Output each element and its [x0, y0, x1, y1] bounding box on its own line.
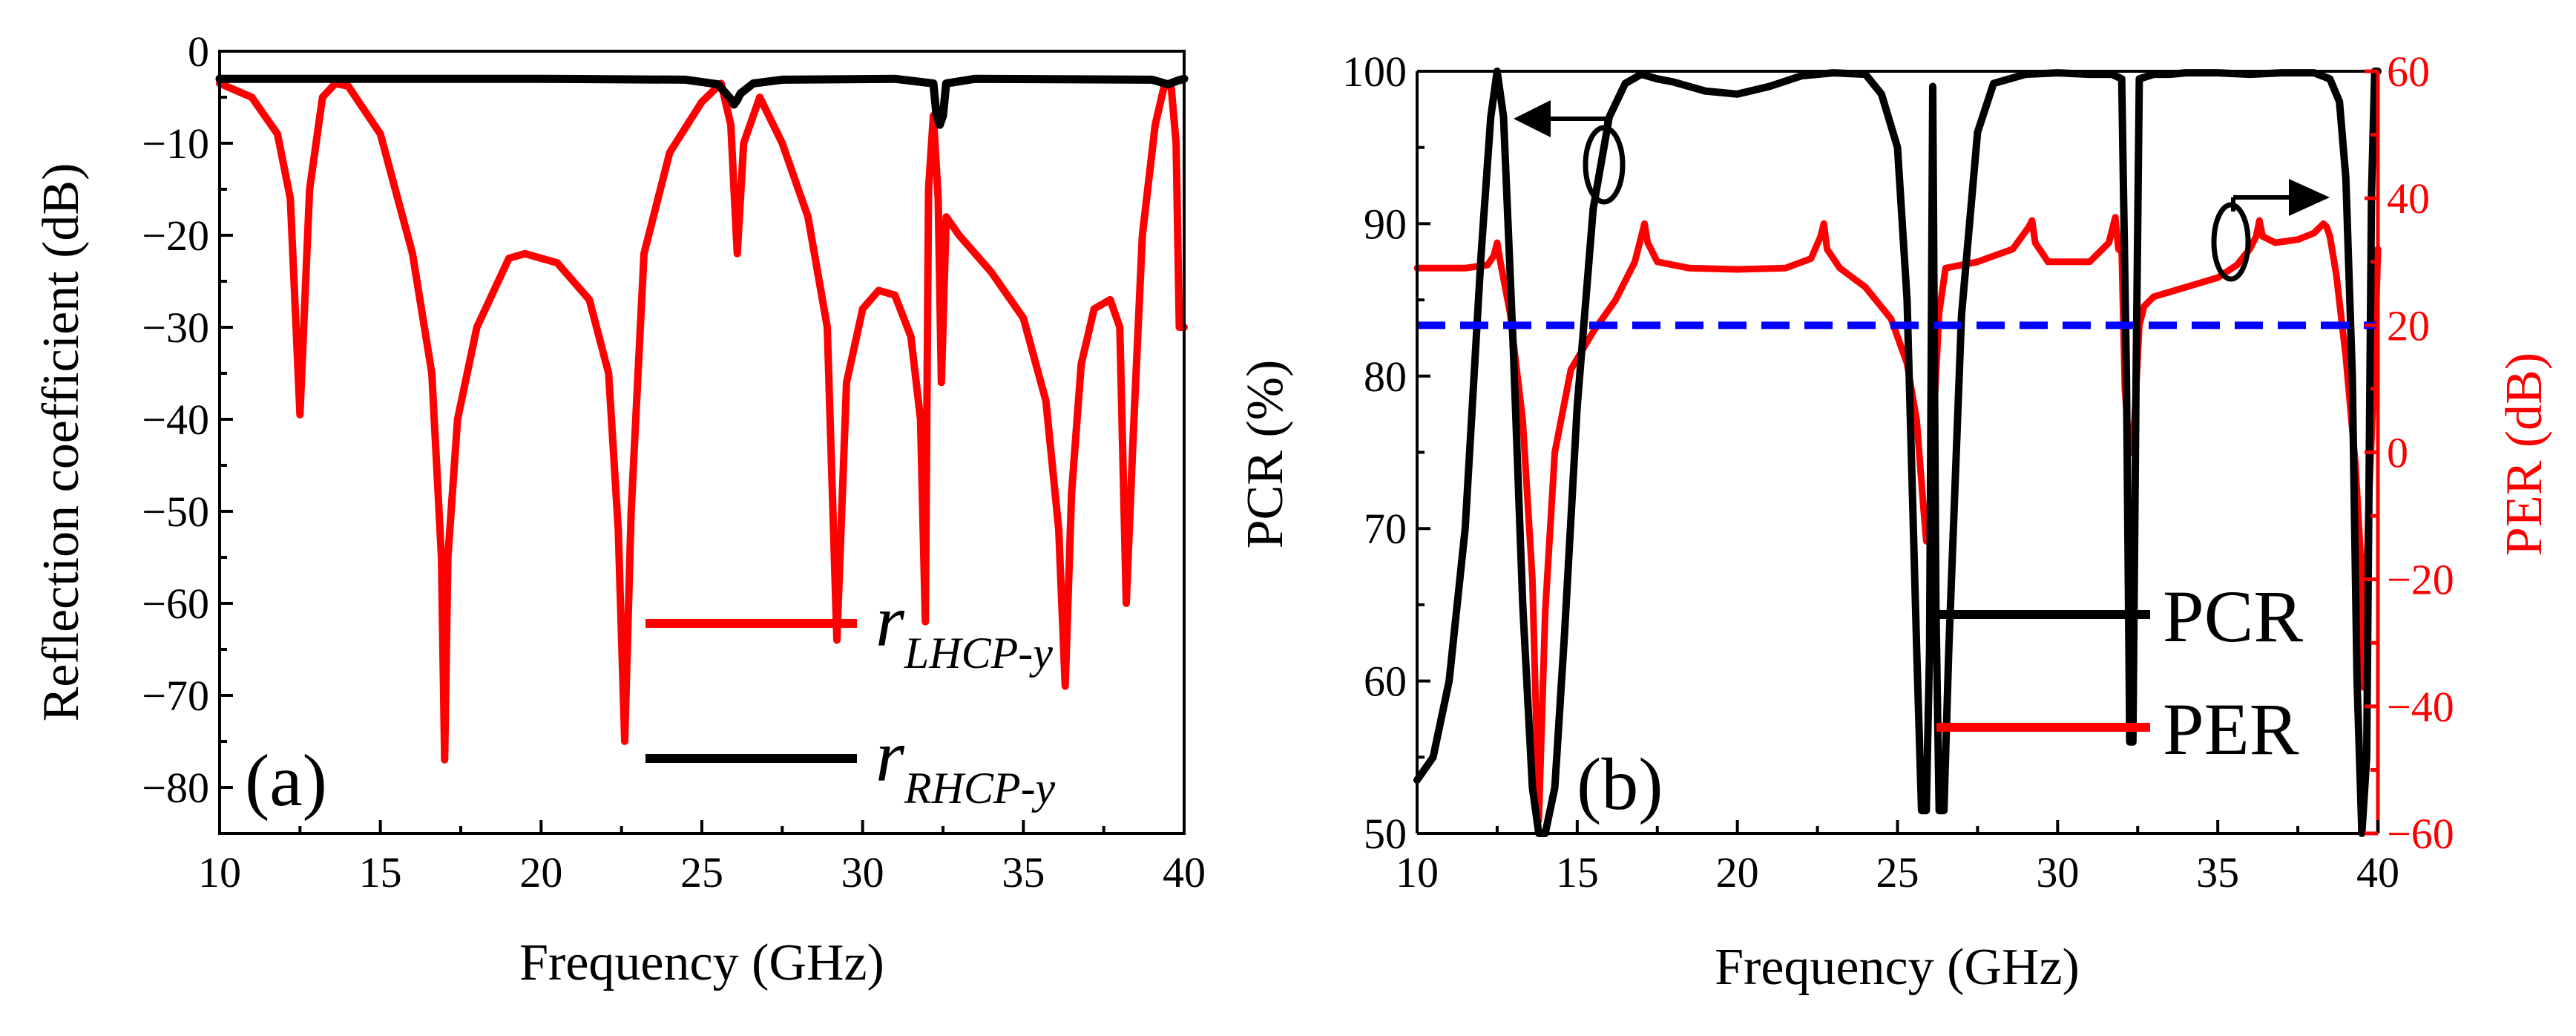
y2-tick-label: 20 — [2387, 301, 2430, 350]
y2-tick-label: 60 — [2387, 47, 2430, 96]
annotation-per-axis-arrow — [2211, 179, 2330, 282]
x-tick-label: 10 — [198, 848, 241, 896]
annotation-pcr-axis-arrow — [1514, 100, 1626, 205]
x-tick-label: 25 — [1876, 848, 1919, 896]
panel-a-y-axis-title: Reflection coefficient (dB) — [33, 163, 90, 722]
panel-b-x-axis-title: Frequency (GHz) — [1715, 939, 2080, 996]
panel-b-legend: PCR PER — [1936, 575, 2303, 770]
y-tick-label: −30 — [142, 304, 209, 352]
x-tick-label: 35 — [1002, 848, 1045, 896]
panel-a-plot-frame — [218, 50, 1186, 835]
series-line-r-lhcp-y — [216, 79, 1188, 764]
y-tick-label: 70 — [1364, 505, 1407, 553]
x-tick-label: 30 — [841, 848, 884, 896]
y2-tick-label: −60 — [2387, 810, 2454, 858]
x-tick-label: 10 — [1396, 848, 1439, 896]
panel-b-y-axis-title: PCR (%) — [1237, 360, 1294, 549]
panel-b-y2-axis-title: PER (dB) — [2496, 353, 2553, 556]
x-tick-label: 40 — [1163, 848, 1206, 896]
y-tick-label: −50 — [142, 488, 209, 536]
legend-label-lhcp: rLHCP-y — [875, 580, 1053, 678]
x-tick-label: 15 — [1556, 848, 1599, 896]
y2-tick-label: 0 — [2387, 429, 2408, 477]
x-tick-label: 20 — [519, 848, 562, 896]
y-tick-label: −20 — [142, 212, 209, 260]
y-tick-label: 100 — [1342, 47, 1407, 96]
x-tick-label: 35 — [2196, 848, 2239, 896]
panel-a-x-axis-title: Frequency (GHz) — [519, 934, 884, 991]
y-tick-label: 60 — [1364, 658, 1407, 706]
panel-a-reflection-chart: 10 15 20 25 30 35 400−10−20−30−40−50−60−70−80 … — [33, 27, 1206, 991]
y2-tick-label: −40 — [2387, 683, 2454, 731]
y-tick-label: −10 — [142, 119, 209, 168]
y-tick-label: 80 — [1364, 353, 1407, 401]
y-tick-label: −80 — [142, 764, 209, 812]
y-tick-label: −40 — [142, 396, 209, 444]
y2-tick-label: −20 — [2387, 556, 2454, 604]
panel-a-ticks: 10 15 20 25 30 35 40 0 −10 −20 −30 −40 −50 −60 −70 −80 — [142, 27, 1206, 896]
x-tick-label: 15 — [359, 848, 402, 896]
x-tick-label: 30 — [2036, 848, 2079, 896]
panel-a-legend: rLHCP-y rRHCP-y — [645, 580, 1056, 813]
y-tick-label: −60 — [142, 580, 209, 628]
legend-label-rhcp: rRHCP-y — [875, 715, 1056, 813]
y-tick-label: 90 — [1364, 200, 1407, 248]
y-tick-label: 0 — [188, 27, 209, 76]
y-tick-label: 50 — [1364, 810, 1407, 858]
x-tick-label: 25 — [680, 848, 723, 896]
x-tick-label: 20 — [1716, 848, 1759, 896]
y-tick-label: −70 — [142, 672, 209, 720]
panel-b-pcr-per-chart: 10 15 20 25 30 35 40 50 60 70 80 90 100 60 40 20 0 −20 −40… — [1237, 47, 2553, 996]
panel-b-label: (b) — [1577, 743, 1663, 825]
panel-b-ticks: 10 15 20 25 30 35 40 50 60 70 80 90 100 60 40 20 0 −20 −40… — [1342, 47, 2454, 896]
legend-label-per: PER — [2163, 688, 2299, 770]
y2-tick-label: 40 — [2387, 174, 2430, 223]
panel-a-label: (a) — [245, 739, 327, 822]
series-line-r-rhcp-y — [215, 74, 1189, 129]
legend-label-pcr: PCR — [2163, 575, 2303, 658]
x-tick-label: 40 — [2356, 848, 2399, 896]
panel-a-data-series — [215, 74, 1189, 764]
